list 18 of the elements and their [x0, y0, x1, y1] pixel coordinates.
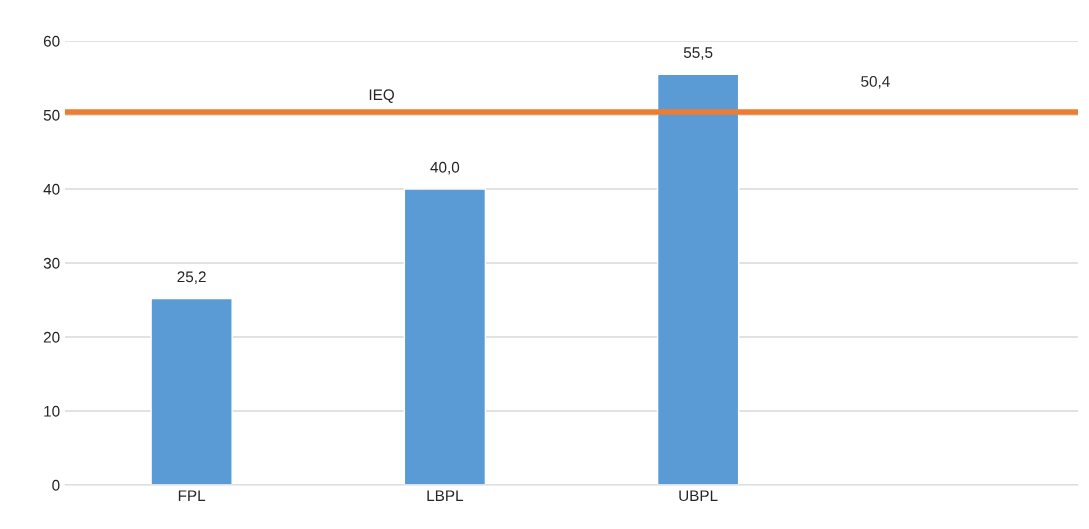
y-tick-label: 0 — [52, 479, 60, 491]
x-tick-label: UBPL — [679, 490, 718, 502]
data-label: 25,2 — [177, 271, 206, 284]
y-tick-label: 40 — [43, 183, 60, 195]
x-tick-label: LBPL — [427, 490, 464, 501]
y-tick-label: 30 — [43, 257, 60, 269]
annotation: 50,4 — [861, 76, 890, 89]
data-label: 40,0 — [430, 161, 460, 175]
data-label: 55,5 — [683, 47, 713, 60]
y-tick-label: 10 — [44, 405, 60, 417]
y-tick-label: 60 — [43, 35, 60, 47]
y-tick-label: 20 — [43, 331, 60, 343]
y-tick-label: 50 — [43, 109, 60, 121]
bar — [150, 297, 233, 485]
bar — [403, 188, 487, 485]
ref-line-label: IEQ — [369, 89, 394, 103]
bar — [656, 73, 740, 485]
x-tick-label: FPL — [178, 490, 206, 501]
